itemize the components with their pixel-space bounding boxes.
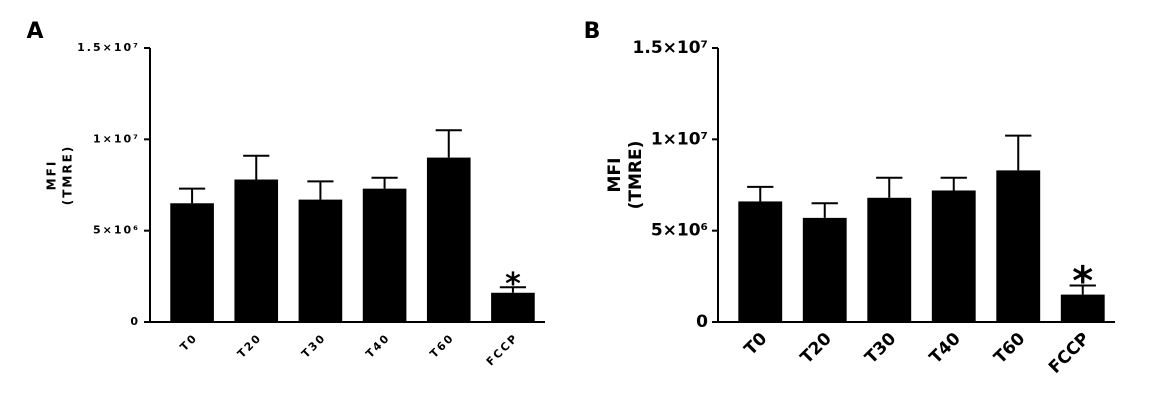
bar xyxy=(996,170,1041,322)
y-axis-label: (TMRE) xyxy=(61,145,75,206)
y-tick-label: 1.5×10⁷ xyxy=(633,38,708,58)
x-tick-label: FCCP xyxy=(484,331,521,368)
x-tick-label: T20 xyxy=(797,329,836,368)
x-tick-label: T40 xyxy=(363,331,393,361)
x-tick-label: FCCP xyxy=(1045,329,1094,378)
x-tick-label: T30 xyxy=(299,331,329,361)
y-axis-label: (TMRE) xyxy=(626,141,646,210)
y-tick-label: 1×10⁷ xyxy=(651,129,708,149)
bar xyxy=(170,203,214,322)
y-tick-label: 0 xyxy=(130,315,140,328)
significance-marker: * xyxy=(505,267,521,302)
bar xyxy=(738,201,783,322)
bar xyxy=(802,217,847,322)
x-tick-label: T20 xyxy=(235,331,265,361)
x-tick-label: T60 xyxy=(990,329,1029,368)
y-tick-label: 5×10⁶ xyxy=(651,221,708,241)
bar xyxy=(867,197,912,322)
x-tick-label: T40 xyxy=(926,329,965,368)
bar xyxy=(491,292,535,322)
x-tick-label: T0 xyxy=(178,331,201,354)
y-axis-label: MFI xyxy=(605,158,625,193)
panel-label: A xyxy=(26,19,43,44)
bar xyxy=(931,190,976,322)
x-tick-label: T30 xyxy=(861,329,900,368)
bar xyxy=(1060,294,1105,322)
bar xyxy=(426,157,471,322)
y-tick-label: 5×10⁶ xyxy=(93,224,140,237)
significance-marker: * xyxy=(1072,258,1093,304)
bar xyxy=(298,199,343,322)
bar xyxy=(234,179,279,322)
y-tick-label: 1×10⁷ xyxy=(93,132,140,145)
y-axis-label: MFI xyxy=(45,160,59,191)
y-tick-label: 1.5×10⁷ xyxy=(77,41,140,54)
x-tick-label: T0 xyxy=(741,329,772,360)
x-tick-label: T60 xyxy=(427,331,457,361)
panel-label: B xyxy=(584,19,601,44)
bar xyxy=(362,188,407,322)
y-tick-label: 0 xyxy=(696,312,708,332)
